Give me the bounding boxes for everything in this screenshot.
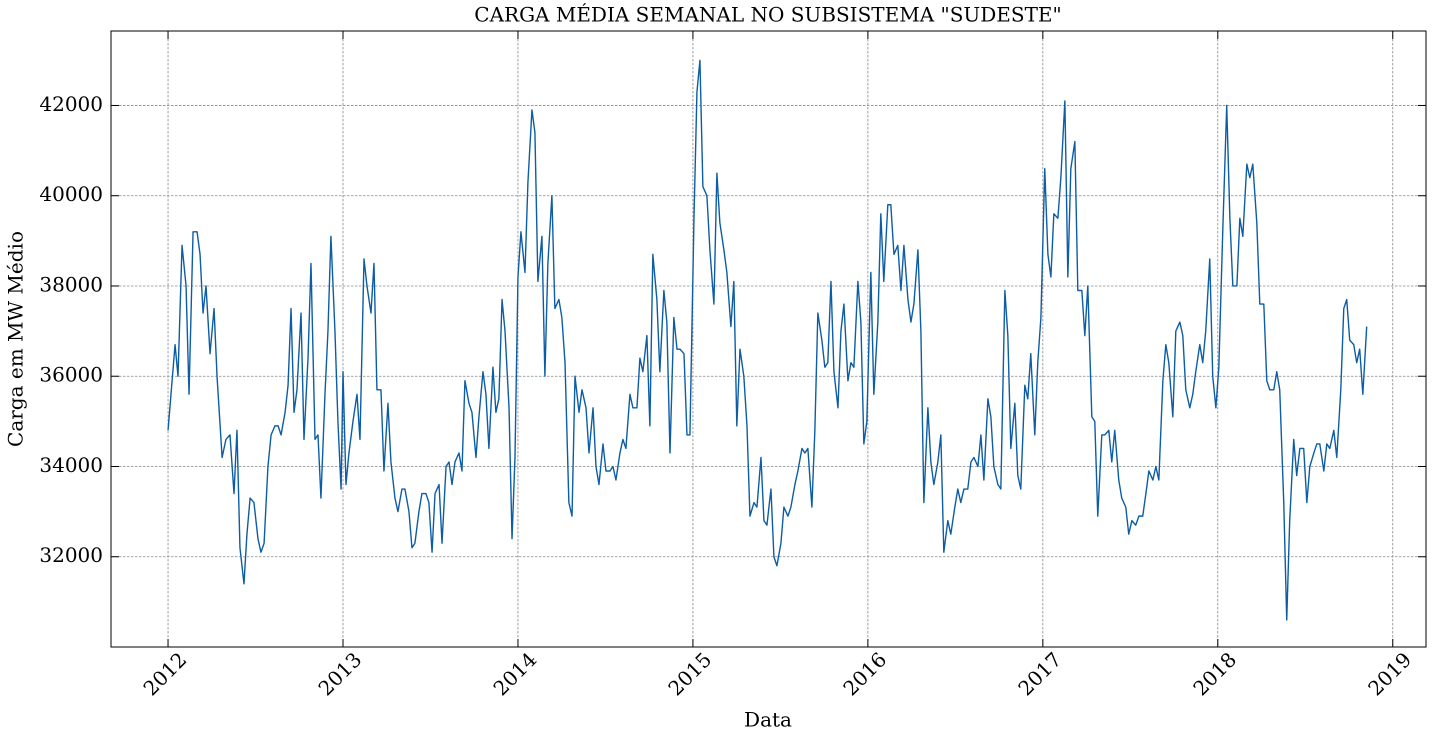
y-tick-label: 40000 bbox=[39, 182, 103, 206]
x-axis-label: Data bbox=[744, 708, 792, 732]
y-axis-label: Carga em MW Médio bbox=[4, 231, 28, 447]
y-tick-label: 36000 bbox=[39, 363, 103, 387]
x-tick-label: 2019 bbox=[1363, 647, 1416, 700]
x-tick-label: 2015 bbox=[663, 647, 716, 700]
data-line bbox=[167, 59, 1368, 621]
chart-title: CARGA MÉDIA SEMANAL NO SUBSISTEMA "SUDES… bbox=[474, 3, 1061, 27]
y-tick-label: 34000 bbox=[39, 453, 103, 477]
y-tick-label: 42000 bbox=[39, 92, 103, 116]
y-tick-label: 38000 bbox=[39, 272, 103, 296]
x-tick-label: 2018 bbox=[1188, 647, 1241, 700]
x-tick-label: 2013 bbox=[313, 647, 366, 700]
x-tick-label: 2017 bbox=[1013, 647, 1066, 700]
x-tick-label: 2016 bbox=[838, 647, 891, 700]
plot-frame bbox=[110, 30, 1427, 648]
x-tick-label: 2012 bbox=[138, 647, 191, 700]
x-tick-label: 2014 bbox=[488, 647, 541, 700]
y-tick-label: 32000 bbox=[39, 543, 103, 567]
